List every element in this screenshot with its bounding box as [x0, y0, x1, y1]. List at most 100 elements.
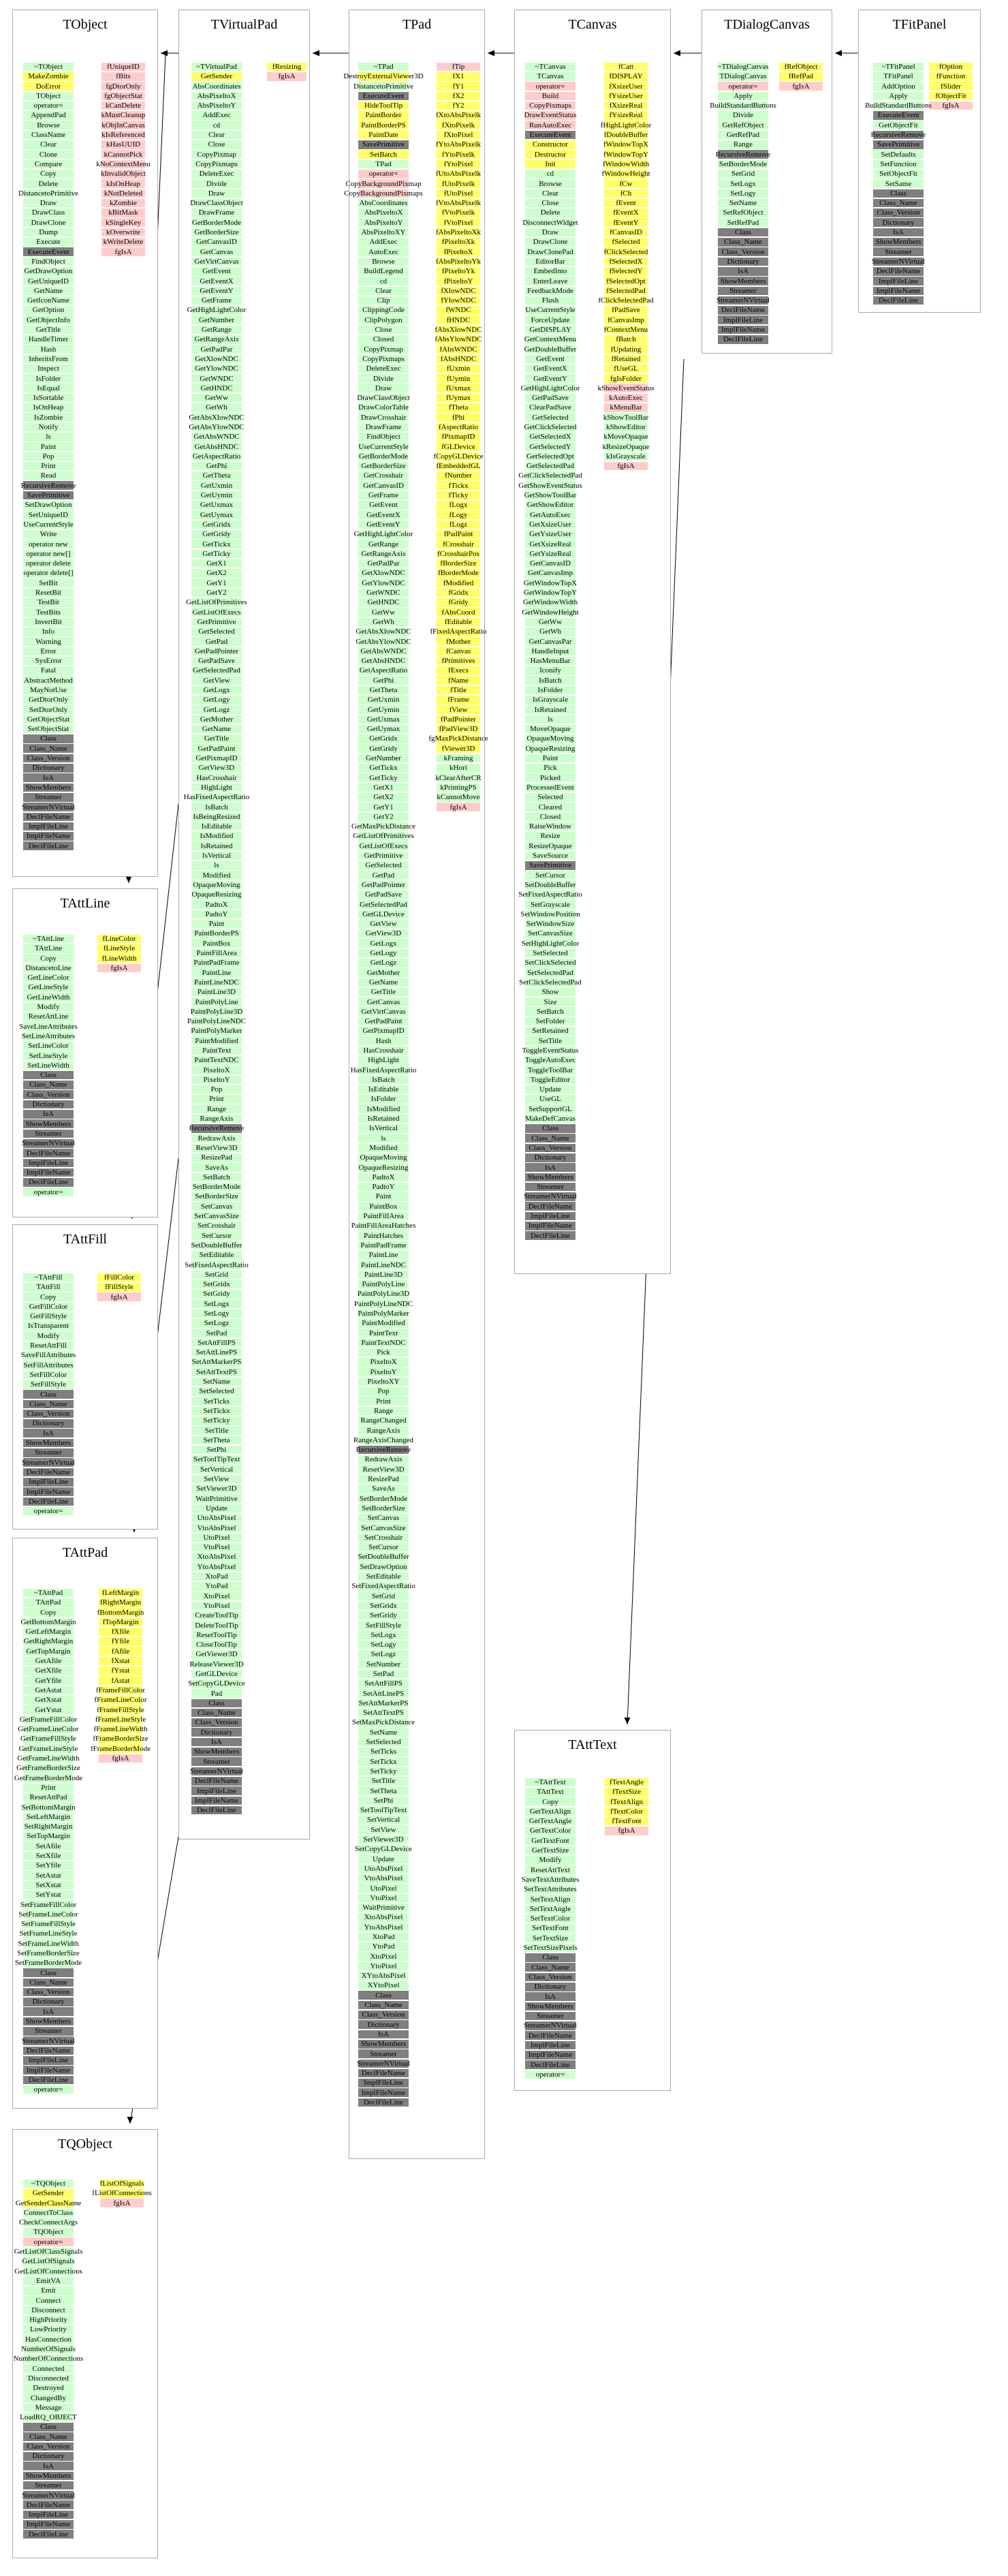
row-label: Class [375, 1991, 392, 2000]
row-label: Closed [539, 812, 561, 821]
row-label: ReleaseViewer3D [189, 1660, 244, 1669]
row-label: Class [40, 2423, 57, 2432]
row-label: GetListOfClassSignals [14, 2248, 83, 2256]
row-label: GetWNDC [200, 374, 234, 383]
row-label: PixeltoX [203, 1066, 230, 1074]
row-highlight [23, 764, 74, 773]
row-label: Flush [541, 296, 559, 305]
row-label: Error [40, 647, 57, 655]
row-label: fViewer3D [441, 744, 475, 753]
row-label: SetTextSizePixels [523, 1944, 578, 1953]
row-label: Browse [539, 179, 562, 188]
row-label: Clone [39, 150, 58, 159]
row-label: ToggleEventStatus [522, 1046, 579, 1055]
row-label: GetYlowNDC [362, 578, 405, 587]
row-label: PaintLine3D [364, 1270, 403, 1279]
row-label: operator new[] [26, 549, 71, 558]
row-label: DrawColorTable [358, 403, 409, 412]
row-label: kShowToolBar [603, 413, 649, 422]
row-label: Print [376, 1397, 391, 1406]
row-label: GetXsizeUser [529, 520, 571, 529]
row-label: Class [40, 1968, 57, 1977]
row-label: StreamerNVirtual [523, 2021, 578, 2030]
row-label: cd [212, 121, 221, 129]
row-label: XtoPad [205, 1572, 228, 1581]
row-label: CopyPixmaps [362, 354, 405, 363]
row-label: Print [41, 1783, 56, 1792]
row-label: fEvent [616, 199, 636, 208]
row-label: SetBatch [370, 150, 397, 159]
row-label: PixeltoY [370, 1367, 397, 1376]
row-label: fDISPLAY [609, 72, 643, 81]
row-label: GetFrameLineWidth [17, 1754, 80, 1763]
row-label: fYtoPixelk [441, 150, 475, 159]
row-label: DeclFileName [26, 812, 71, 821]
row-label: GetShowToolBar [524, 491, 577, 500]
row-label: ResetAttPad [29, 1793, 67, 1802]
row-label: GetSelectedPad [526, 462, 574, 471]
row-label: SetGrid [371, 1592, 396, 1600]
row-label: GetCanvasID [363, 481, 404, 490]
row-label: GetHighLightColor [353, 530, 413, 539]
row-label: SetTickx [203, 1406, 230, 1415]
row-label: ls [46, 433, 51, 441]
row-label: Destroyed [33, 2384, 64, 2393]
row-label: Copy [40, 954, 57, 963]
row-label: SetFixedAspectRatio [351, 1582, 415, 1591]
row-label: Size [544, 997, 557, 1006]
row-label: fClickSelectedPad [598, 296, 654, 305]
row-label: NumberOfConnections [13, 2355, 84, 2363]
row-highlight [101, 228, 145, 237]
row-label: GetLogy [370, 949, 397, 958]
row-label: OpaqueResizing [525, 744, 576, 753]
row-label: GetTicky [202, 549, 231, 558]
row-label: ImplFileName [26, 1487, 71, 1496]
row-label: GetView3D [198, 764, 235, 773]
row-label: Modified [369, 1143, 398, 1152]
row-label: IsA [43, 1429, 54, 1438]
row-label: StreamerNVirtual [21, 1139, 76, 1148]
row-label: GetWw [371, 608, 396, 617]
row-label: SetFillAttributes [23, 1361, 74, 1369]
row-label: IsA [545, 1163, 556, 1172]
row-label: fFrameBorderMode [91, 1744, 151, 1753]
row-label: SetSelected [366, 1738, 401, 1747]
row-label: ResetView3D [362, 1465, 405, 1474]
row-label: ToggleAutoExec [524, 1056, 576, 1065]
row-label: ShowMembers [25, 1119, 72, 1128]
row-label: Dictionary [534, 1983, 567, 1991]
row-label: ShowMembers [720, 277, 766, 285]
row-label: PaintTextNDC [194, 1056, 239, 1065]
row-label: Build [541, 91, 559, 100]
row-label: Show [541, 988, 559, 997]
row-label: TAttFill [36, 1283, 61, 1292]
row-label: kSingleKey [106, 218, 141, 227]
row-label: kMustCleanup [101, 111, 146, 120]
row-label: IsA [43, 2462, 54, 2470]
row-label: IsBatch [539, 676, 562, 685]
row-label: GetYstat [35, 1705, 62, 1714]
row-label: GetPadPointer [361, 880, 406, 889]
row-label: SetEditable [366, 1572, 401, 1581]
row-label: YtoAbsPixel [197, 1562, 236, 1571]
row-label: fCh [620, 189, 632, 198]
row-label: VtoPixel [370, 1893, 397, 1902]
row-label: Dictionary [534, 1153, 567, 1162]
row-label: RangeAxis [366, 1426, 400, 1435]
row-label: kShowEditor [605, 422, 646, 431]
row-label: fTip [452, 63, 465, 71]
row-label: Disconnect [31, 2306, 65, 2314]
row-label: SetTitle [538, 1036, 563, 1045]
row-label: SetViewer3D [196, 1485, 237, 1493]
row-label: HighPriority [29, 2316, 67, 2325]
row-label: SetEditable [199, 1251, 234, 1260]
row-label: AutoExec [368, 247, 398, 256]
arrowhead-icon [125, 876, 132, 883]
row-label: Class_Version [877, 208, 920, 217]
row-label: ProcessedEvent [526, 783, 574, 792]
row-label: GetXfile [35, 1666, 62, 1675]
row-label: fgIsA [450, 803, 467, 811]
row-highlight [23, 442, 74, 451]
row-label: GetNumber [366, 754, 401, 763]
